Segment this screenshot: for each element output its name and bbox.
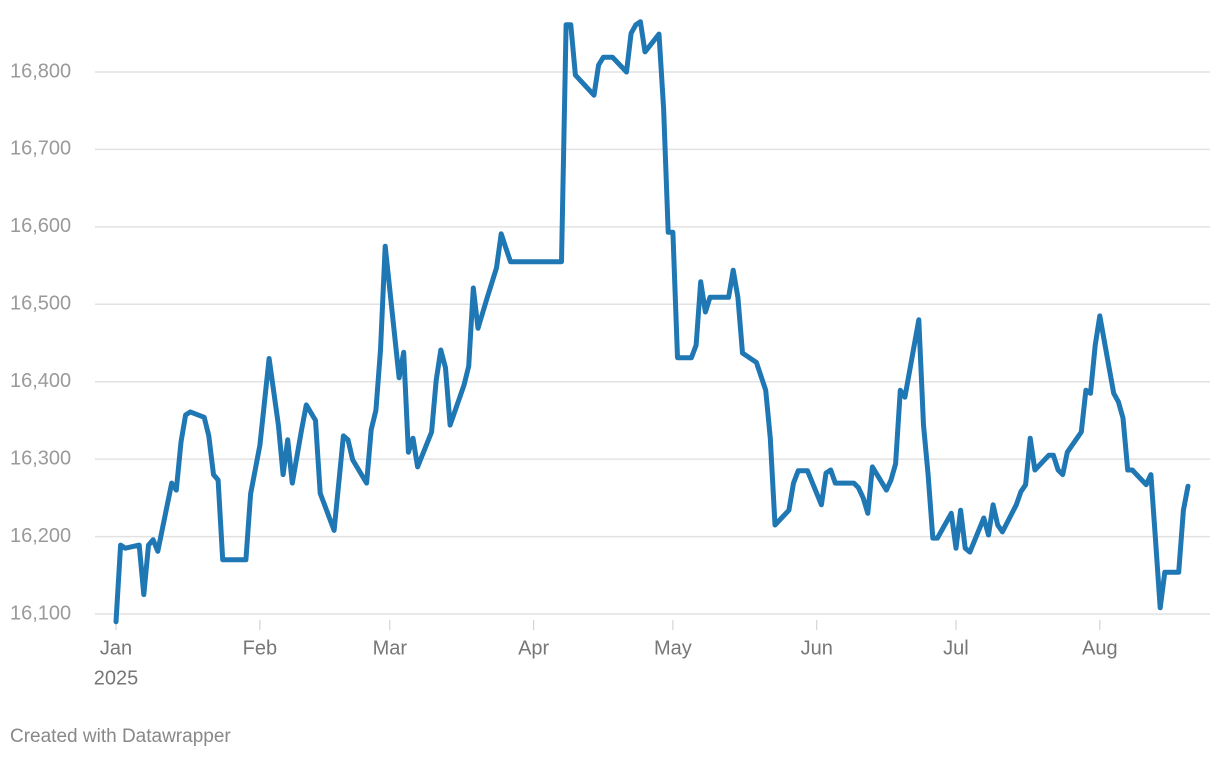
- x-tick-label: Jul: [943, 637, 969, 659]
- y-tick-label: 16,300: [10, 447, 71, 469]
- x-tick-label: Jan: [100, 637, 132, 659]
- y-tick-label: 16,100: [10, 602, 71, 624]
- data-line: [113, 19, 1191, 625]
- x-tick-label: May: [654, 637, 692, 659]
- y-tick-label: 16,400: [10, 370, 71, 392]
- footer: Created with Datawrapper: [10, 726, 231, 747]
- x-tick-label: Aug: [1082, 637, 1118, 659]
- y-tick-label: 16,600: [10, 215, 71, 237]
- y-tick-label: 16,500: [10, 293, 71, 315]
- x-tick-label: Jun: [801, 637, 833, 659]
- y-tick-label: 16,700: [10, 138, 71, 160]
- x-tick-label: Apr: [518, 637, 549, 659]
- x-year-label: 2025: [94, 667, 139, 689]
- x-tick-label: Mar: [373, 637, 408, 659]
- y-tick-label: 16,800: [10, 60, 71, 82]
- y-tick-label: 16,200: [10, 525, 71, 547]
- x-tick-label: Feb: [243, 637, 277, 659]
